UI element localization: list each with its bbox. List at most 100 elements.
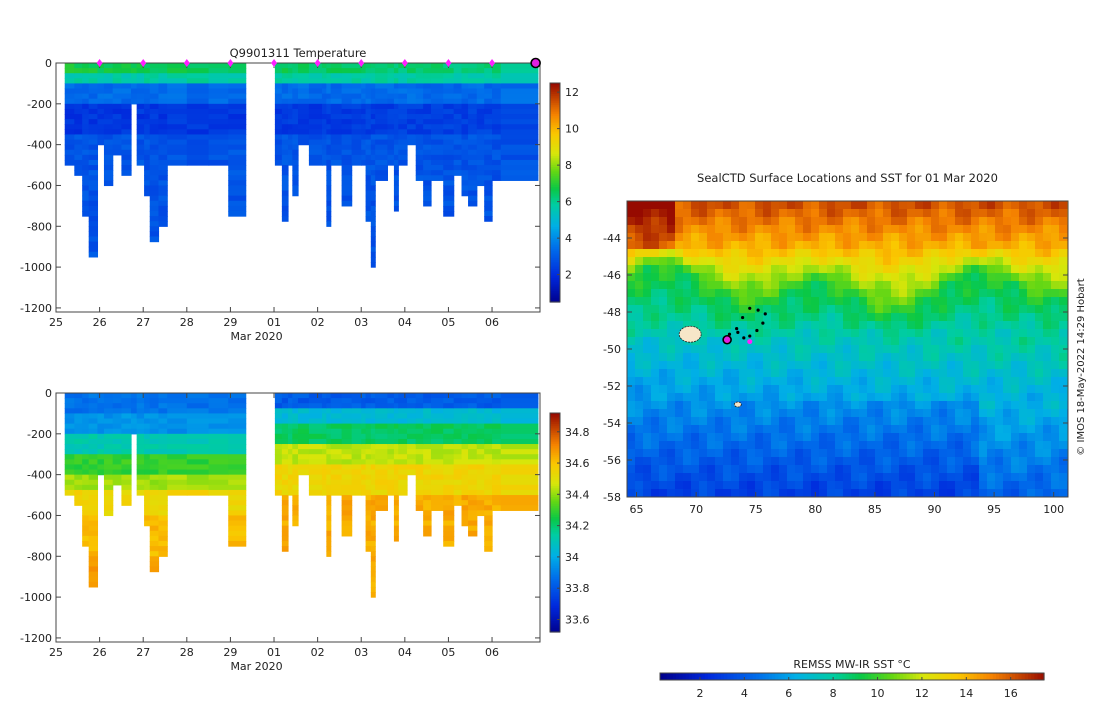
temperature-cell	[476, 119, 485, 125]
sst-cell	[1027, 441, 1036, 450]
temperature-cell	[281, 175, 289, 181]
temperature-cell	[82, 103, 90, 110]
sst-cell	[755, 433, 764, 442]
sst-cell	[643, 361, 652, 370]
salinity-cell	[461, 469, 469, 476]
sst-cell	[683, 441, 692, 450]
temperature-cell	[228, 114, 247, 120]
salinity-cell	[492, 459, 502, 466]
sst-cell	[683, 305, 692, 314]
sst-cell	[699, 489, 708, 498]
sst-cell	[1019, 297, 1028, 306]
temperature-cell	[74, 139, 83, 146]
temperature-cell	[500, 165, 539, 171]
salinity-cell	[393, 444, 399, 450]
salinity-cell	[298, 428, 310, 435]
salinity-cell	[484, 500, 493, 506]
salinity-cell	[453, 454, 463, 460]
sst-cell	[963, 369, 972, 378]
salinity-cell	[415, 474, 424, 481]
temperature-axes-frame	[55, 62, 541, 313]
sst-cell	[923, 361, 932, 370]
sst-cell	[835, 393, 844, 402]
temperature-cell	[228, 103, 247, 110]
sst-cell	[779, 345, 788, 354]
sst-cell	[923, 209, 932, 218]
temperature-cell	[351, 144, 362, 151]
salinity-colorbar-cell	[550, 524, 560, 527]
salinity-cell	[82, 444, 90, 450]
sst-cell	[1003, 393, 1012, 402]
sst-cell	[635, 249, 644, 258]
sst-cell	[1019, 241, 1028, 250]
sst-cell	[803, 441, 812, 450]
sst-cell	[867, 289, 876, 298]
temperature-cell	[82, 210, 90, 217]
sst-cell	[827, 201, 836, 210]
sst-cell	[987, 249, 996, 258]
temperature-cell	[365, 114, 372, 120]
temperature-cell	[407, 124, 417, 130]
sst-cell	[971, 201, 980, 210]
sst-cell	[963, 249, 972, 258]
salinity-colorbar-cell	[550, 540, 560, 544]
sst-cell	[699, 297, 708, 306]
temperature-cell	[74, 124, 83, 130]
sst-cell	[907, 233, 916, 242]
temperature-cell	[415, 88, 424, 95]
temperature-cell	[415, 83, 424, 90]
salinity-cell	[298, 454, 310, 460]
temperature-cell	[361, 103, 367, 110]
salinity-cell	[393, 423, 399, 430]
sst-cell	[779, 353, 788, 362]
temperature-colorbar-cell	[550, 90, 560, 93]
salinity-cell	[341, 433, 353, 440]
temperature-cell	[484, 190, 493, 197]
sst-cell	[875, 353, 884, 362]
temperature-cell	[423, 195, 432, 202]
temperature-cell	[167, 83, 188, 90]
temperature-cell	[167, 159, 188, 166]
salinity-cell	[461, 459, 469, 466]
temperature-colorbar-cell	[550, 289, 560, 292]
salinity-cell	[308, 489, 323, 496]
salinity-cell	[398, 433, 408, 440]
temperature-cell	[476, 144, 485, 151]
salinity-cell	[88, 413, 99, 420]
temperature-cell	[292, 78, 299, 85]
sst-cell	[771, 409, 780, 418]
temperature-cell	[443, 88, 455, 95]
salinity-cell	[281, 479, 289, 486]
salinity-cell	[158, 484, 168, 491]
sst-cell	[739, 441, 748, 450]
temperature-y-tick-label: -400	[27, 139, 52, 152]
temperature-cell	[144, 159, 151, 166]
sst-colorbar-cell	[807, 673, 811, 680]
temperature-cell	[351, 124, 362, 130]
sst-cell	[1059, 297, 1068, 306]
sst-cell	[707, 385, 716, 394]
sst-cell	[1043, 385, 1052, 394]
sst-cell	[627, 329, 636, 338]
sst-cell	[747, 233, 756, 242]
sst-cell	[1003, 209, 1012, 218]
salinity-colorbar-cell	[550, 413, 560, 416]
temperature-cell	[82, 205, 90, 212]
temperature-cell	[287, 134, 293, 141]
temperature-cell	[326, 114, 332, 120]
salinity-cell	[281, 489, 289, 496]
salinity-cell	[281, 408, 289, 415]
temperature-cell	[326, 63, 332, 69]
temperature-cell	[461, 175, 469, 181]
salinity-cell	[476, 484, 485, 491]
salinity-cell	[476, 469, 485, 476]
temperature-cell	[228, 88, 247, 95]
salinity-cell	[64, 464, 75, 471]
temperature-cell	[468, 180, 478, 187]
temperature-cell	[149, 124, 160, 130]
sst-cell	[1051, 465, 1060, 474]
salinity-cell	[281, 525, 289, 532]
temperature-cell	[398, 114, 408, 120]
salinity-cell	[415, 479, 424, 486]
salinity-cell	[387, 459, 395, 466]
